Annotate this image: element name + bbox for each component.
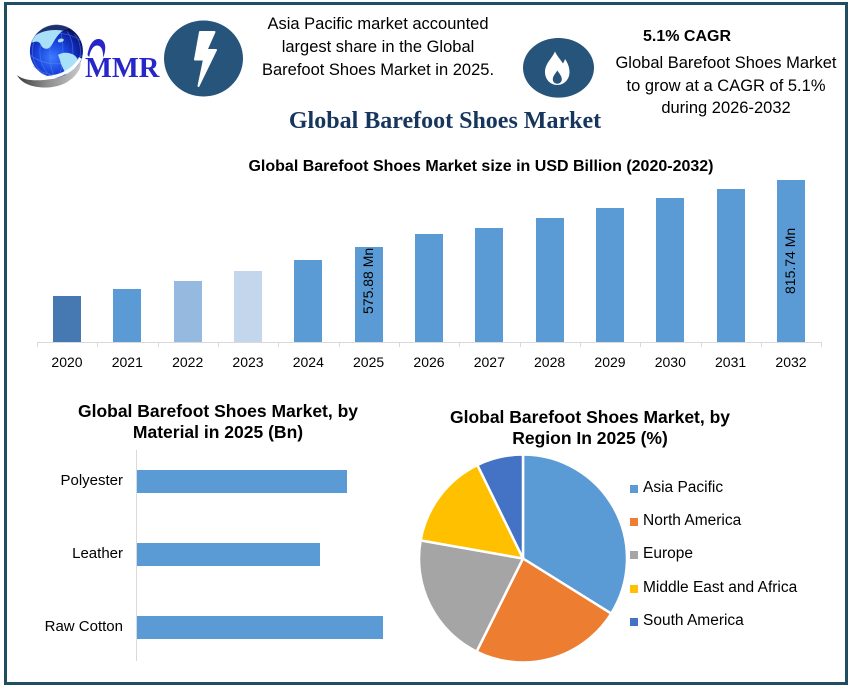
svg-text:MMR: MMR bbox=[85, 53, 160, 84]
